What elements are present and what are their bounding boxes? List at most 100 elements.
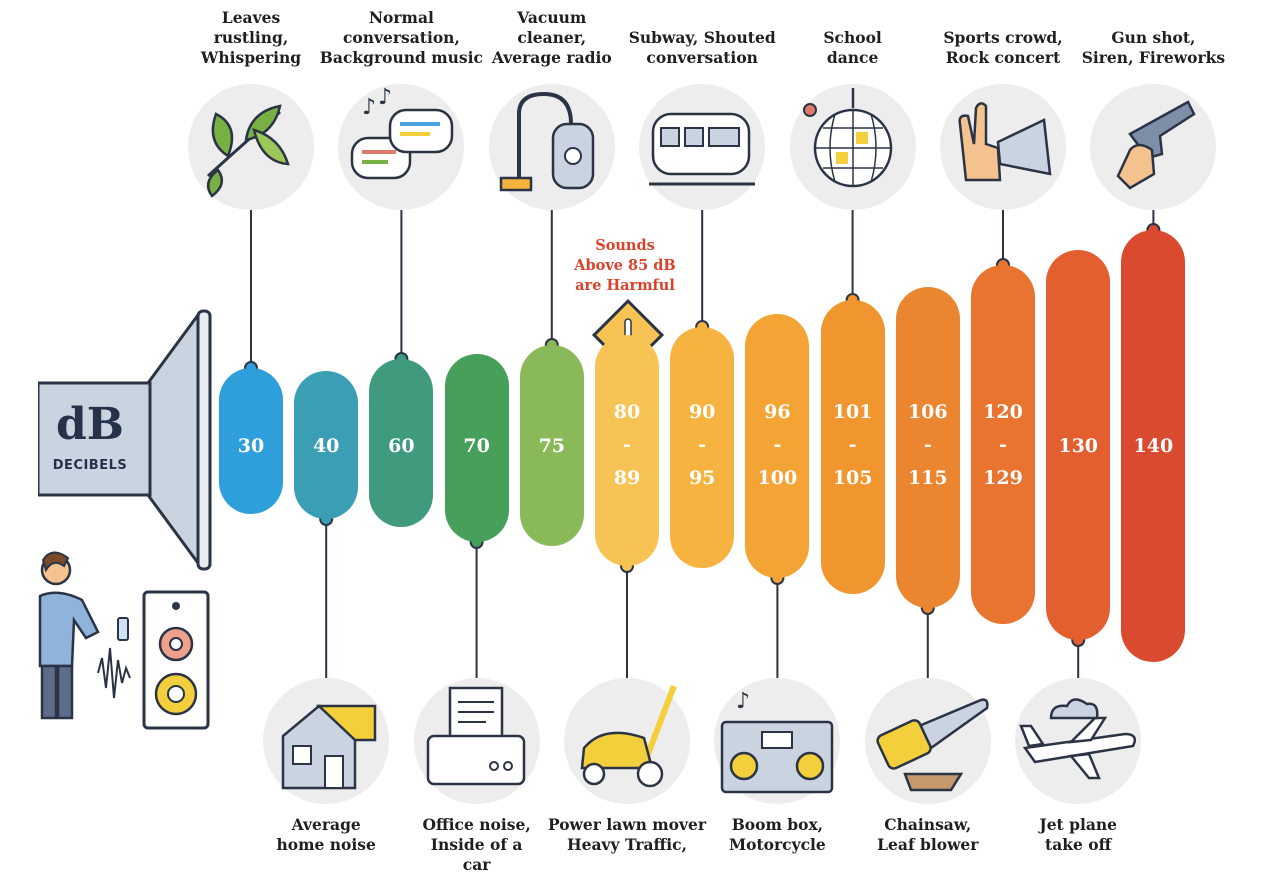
- icon-circle: [488, 84, 615, 210]
- chainsaw-icon: [876, 698, 989, 792]
- source-label: Normal conversation, Background music: [311, 8, 491, 68]
- decibel-value: 130: [1038, 430, 1118, 463]
- decibel-value-line: 60: [388, 434, 415, 457]
- harmful-warning-text: Sounds Above 85 dB are Harmful: [560, 236, 690, 296]
- speaker-horn-icon: [38, 309, 212, 571]
- vacuum-cleaner-icon: [499, 91, 595, 192]
- source-label-line: Leaf blower: [877, 835, 979, 854]
- source-label-line: conversation: [646, 48, 758, 67]
- warning-line: are Harmful: [575, 277, 675, 294]
- source-label-line: dance: [826, 48, 879, 67]
- decibel-value-line: 100: [757, 466, 798, 489]
- decibel-pill: [1046, 250, 1111, 640]
- decibel-pill: [444, 354, 509, 542]
- house-icon: [281, 704, 377, 790]
- decibel-value-line: -: [698, 433, 707, 456]
- source-label-line: Heavy Traffic,: [566, 835, 688, 854]
- decibel-pill: [745, 314, 810, 578]
- decibel-value-line: 120: [983, 400, 1023, 423]
- decibel-value-line: 96: [764, 400, 791, 423]
- decibel-value: 80 - 89: [587, 396, 667, 495]
- decibel-value-line: 75: [538, 434, 566, 457]
- decibel-pill: [971, 265, 1035, 624]
- source-label-line: Leaves: [221, 8, 281, 27]
- source-label-line: Background music: [319, 48, 483, 67]
- source-label: Leaves rustling, Whispering: [161, 8, 341, 68]
- decibel-value-line: 40: [312, 434, 340, 457]
- megaphone-icon: [958, 102, 1052, 182]
- source-label-line: rustling,: [213, 28, 289, 47]
- svg-text:♪: ♪: [362, 95, 376, 120]
- source-label: Average home noise: [236, 815, 416, 855]
- speaker-title: dB: [56, 399, 124, 450]
- source-label-line: Average: [291, 815, 361, 834]
- decibel-value-line: 130: [1058, 434, 1099, 457]
- decibel-value: 101 - 105: [813, 396, 893, 495]
- decibel-pill: [219, 368, 283, 514]
- decibel-pill: [895, 287, 960, 608]
- icon-circle: [940, 84, 1066, 210]
- warning-line: Sounds: [595, 237, 655, 254]
- source-label: Power lawn mover Heavy Traffic,: [537, 815, 717, 855]
- decibel-value: 75: [512, 430, 592, 463]
- source-label-line: Rock concert: [945, 48, 1061, 67]
- decibel-pill: [670, 327, 735, 568]
- decibel-value: 140: [1113, 430, 1193, 463]
- decibel-value-line: 101: [832, 400, 873, 423]
- source-label-line: Chainsaw,: [884, 815, 972, 834]
- decibel-pill: [820, 300, 885, 594]
- icon-circle: [564, 678, 690, 804]
- lawn-mower-icon: [580, 684, 677, 788]
- icon-circle: [789, 84, 916, 210]
- warning-line: Above 85 dB: [574, 257, 676, 274]
- decibel-value-line: 129: [983, 466, 1023, 489]
- source-label-line: Jet plane: [1039, 815, 1118, 834]
- decibel-value: 120 - 129: [963, 396, 1043, 495]
- source-label-line: Office noise,: [422, 815, 531, 834]
- source-label: Boom box, Motorcycle: [687, 815, 867, 855]
- source-label: Office noise, Inside of a car: [387, 815, 567, 875]
- source-label-line: School: [823, 28, 882, 47]
- decibel-value: 70: [437, 430, 517, 463]
- decibel-value-line: 105: [832, 466, 873, 489]
- source-label-line: Motorcycle: [728, 835, 826, 854]
- decibel-value: 96 - 100: [737, 396, 817, 495]
- icon-circle: [1090, 84, 1217, 210]
- source-label-line: Boom box,: [731, 815, 824, 834]
- train-icon: [649, 112, 756, 186]
- source-label-line: Whispering: [200, 48, 302, 67]
- decibel-value: 60: [361, 430, 441, 463]
- source-label: School dance: [763, 28, 943, 68]
- decibel-value-line: -: [773, 433, 782, 456]
- source-label: Chainsaw, Leaf blower: [838, 815, 1018, 855]
- decibel-value-line: -: [999, 433, 1007, 456]
- source-label: Gun shot, Siren, Fireworks: [1063, 28, 1243, 68]
- icon-circle: [263, 678, 390, 804]
- source-label-line: car: [462, 855, 491, 874]
- source-label-line: Average radio: [491, 48, 612, 67]
- printer-icon: [426, 686, 525, 786]
- disco-ball-icon: [802, 88, 892, 188]
- decibel-value-line: -: [848, 433, 857, 456]
- speech-bubbles-icon: ♪ ♪: [351, 85, 454, 180]
- decibel-value-line: -: [623, 433, 631, 456]
- source-label: Vacuum cleaner, Average radio: [462, 8, 642, 68]
- leaves-icon: [206, 104, 290, 198]
- decibel-value-line: 70: [463, 434, 490, 457]
- decibel-pill: [595, 335, 659, 566]
- decibel-value: 106 - 115: [888, 396, 968, 495]
- source-label-line: Vacuum: [517, 8, 587, 27]
- decibel-value-line: 89: [613, 466, 641, 489]
- icon-circle: [864, 678, 991, 804]
- source-label-line: cleaner,: [517, 28, 587, 47]
- decibel-value-line: 106: [907, 400, 948, 423]
- decibel-pill: [1121, 230, 1186, 662]
- source-label-line: Inside of a: [430, 835, 523, 854]
- source-label: Subway, Shouted conversation: [612, 28, 792, 68]
- source-label-line: conversation,: [342, 28, 460, 47]
- icon-circle: [188, 84, 314, 210]
- decibel-pill: [369, 359, 434, 527]
- icon-circle: [413, 678, 540, 804]
- source-label-line: Subway, Shouted: [628, 28, 776, 47]
